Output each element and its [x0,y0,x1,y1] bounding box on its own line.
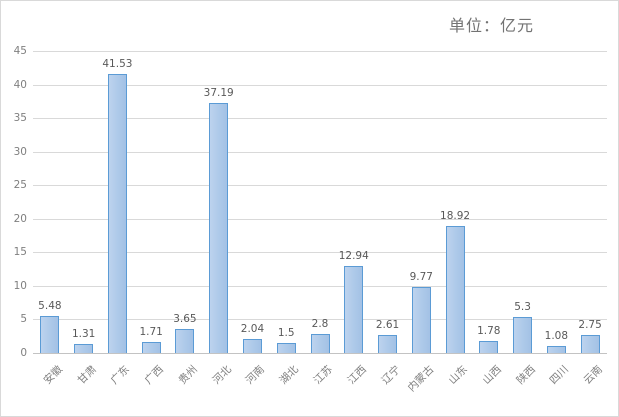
data-label: 2.8 [311,318,329,331]
data-label: 1.78 [477,325,501,338]
bar-湖北 [276,342,296,353]
x-axis-label: 广西 [142,363,167,387]
gridline [33,285,607,287]
data-label: 5.3 [514,301,531,314]
x-axis-label: 甘肃 [75,363,99,387]
data-label: 18.92 [440,210,471,223]
x-axis-label: 山西 [480,363,504,387]
x-axis-label: 山东 [446,363,470,387]
gridline [33,185,607,187]
data-label: 5.48 [38,300,62,313]
data-label: 2.75 [578,318,602,331]
x-axis-line [33,353,607,354]
bar-云南 [580,334,600,353]
gridline [33,319,607,321]
data-label: 9.77 [409,271,433,284]
x-axis-label: 湖北 [277,363,302,387]
x-axis-label: 陕西 [514,363,538,387]
bar-安徽 [40,316,60,353]
x-axis-label: 江苏 [311,363,335,387]
x-axis-label: 河北 [210,363,234,387]
x-axis-label: 江西 [345,363,369,387]
x-axis-label: 安徽 [41,363,65,387]
bar-甘肃 [74,344,94,353]
bar-广东 [107,74,127,353]
y-axis-tick-label: 0 [20,347,27,359]
data-label: 2.61 [375,319,400,332]
bar-内蒙古 [411,287,431,353]
y-axis-tick-label: 5 [20,313,27,326]
x-axis-label: 河南 [244,363,268,387]
x-axis-label: 广东 [108,363,133,387]
gridline [33,84,607,86]
x-axis-label: 辽宁 [379,363,403,387]
y-axis-tick-label: 20 [13,212,27,225]
data-label: 3.65 [173,312,197,325]
data-label: 1.31 [71,328,96,341]
data-label: 1.5 [277,326,295,339]
gridline [33,252,607,254]
y-axis-tick-label: 15 [13,246,27,259]
data-label: 1.71 [139,325,163,338]
bar-河南 [242,339,262,353]
chart-title: 单位：亿元 [449,16,535,35]
x-axis-label: 云南 [581,363,606,387]
bar-辽宁 [378,335,398,353]
bar-山东 [445,226,465,353]
gridline [33,51,607,52]
x-axis-label: 内蒙古 [405,363,437,395]
bar-河北 [209,103,229,353]
y-axis-tick-label: 25 [13,179,27,192]
bar-广西 [141,341,161,353]
x-axis-label: 四川 [547,363,572,387]
y-axis-tick-label: 30 [13,145,27,158]
y-axis-tick-label: 10 [13,279,27,292]
bar-江西 [344,266,364,353]
data-label: 1.08 [544,329,569,342]
bar-四川 [546,345,566,353]
gridline [33,118,607,120]
bar-江苏 [310,334,330,353]
y-axis-tick-label: 40 [13,78,27,91]
data-label: 37.19 [203,87,234,100]
y-axis-tick-label: 35 [13,112,27,125]
gridline [33,151,607,153]
bar-山西 [479,341,499,353]
data-label: 41.53 [102,58,133,71]
data-label: 2.04 [240,323,265,336]
x-axis-label: 贵州 [176,363,200,387]
data-label: 12.94 [338,250,369,263]
bar-陕西 [513,317,533,353]
bar-贵州 [175,328,195,353]
gridline [33,218,607,220]
y-axis-tick-label: 45 [13,45,27,57]
